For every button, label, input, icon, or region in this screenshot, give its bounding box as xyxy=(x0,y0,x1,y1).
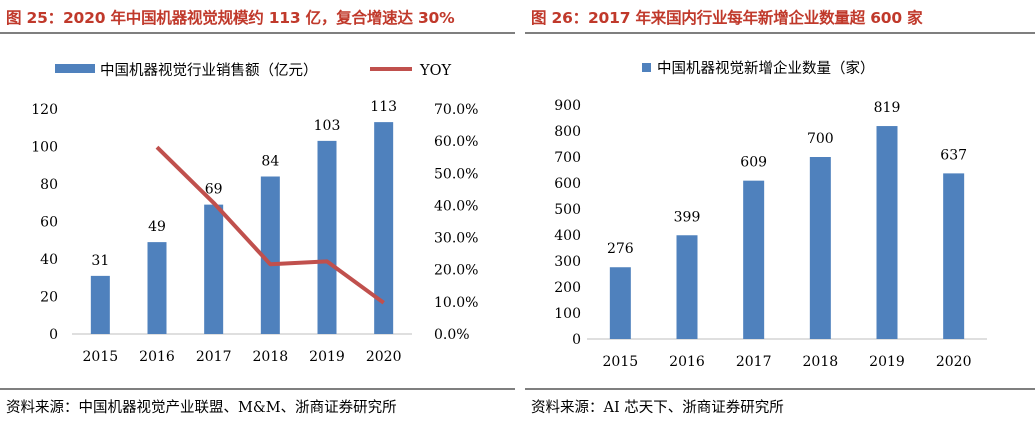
bar xyxy=(204,204,224,334)
y-tick-label: 100 xyxy=(31,140,58,156)
x-tick-label: 2018 xyxy=(253,349,289,365)
bar xyxy=(809,157,831,339)
x-tick-label: 2019 xyxy=(869,354,905,370)
left-bottom-rule xyxy=(0,388,515,390)
y2-tick-label: 20.0% xyxy=(434,263,478,279)
y-tick-label: 0 xyxy=(572,332,581,348)
y-tick-label: 20 xyxy=(40,290,58,306)
y2-tick-label: 40.0% xyxy=(434,198,478,214)
y-tick-label: 300 xyxy=(554,254,581,270)
bar xyxy=(743,180,765,339)
bar-value-label: 84 xyxy=(261,154,279,170)
y-tick-label: 400 xyxy=(554,228,581,244)
left-chart: 中国机器视觉行业销售额（亿元） YOY 0 20 40 60 80 100 120 0.0% 10.… xyxy=(31,62,478,365)
x-tick-label: 2020 xyxy=(936,354,972,370)
x-tick-label: 2020 xyxy=(366,349,402,365)
bar-value-label: 819 xyxy=(874,100,901,116)
bar-value-label: 113 xyxy=(370,99,397,115)
right-figure-panel: 图 26：2017 年来国内行业每年新增企业数量超 600 家 中国机器视觉新增… xyxy=(525,0,1035,425)
y-tick-label: 40 xyxy=(40,252,58,268)
right-source-note: 资料来源：AI 芯天下、浙商证券研究所 xyxy=(531,400,784,416)
bar-value-label: 637 xyxy=(940,147,967,163)
bar-value-label: 276 xyxy=(607,241,634,257)
y-tick-label: 500 xyxy=(554,202,581,218)
yoy-line xyxy=(155,145,385,305)
x-tick-label: 2016 xyxy=(139,349,175,365)
y2-tick-label: 70.0% xyxy=(434,102,478,118)
bar-value-label: 399 xyxy=(674,209,701,225)
y-tick-label: 800 xyxy=(554,124,581,140)
bar xyxy=(676,235,698,339)
bar xyxy=(876,126,898,339)
left-figure-panel: 图 25：2020 年中国机器视觉规模约 113 亿，复合增速达 30% 中国机… xyxy=(0,0,515,425)
bar xyxy=(609,267,631,339)
legend-bar-swatch xyxy=(55,64,95,73)
right-bottom-rule xyxy=(525,388,1035,390)
y-tick-label: 60 xyxy=(40,215,58,231)
y2-tick-label: 10.0% xyxy=(434,295,478,311)
x-tick-label: 2017 xyxy=(196,349,232,365)
bar xyxy=(317,140,337,334)
x-tick-label: 2015 xyxy=(603,354,639,370)
legend-bar-label: 中国机器视觉新增企业数量（家） xyxy=(657,59,875,77)
bar xyxy=(943,173,965,339)
y-tick-label: 200 xyxy=(554,280,581,296)
x-tick-label: 2019 xyxy=(309,349,345,365)
bar-value-label: 69 xyxy=(205,182,223,198)
bar xyxy=(90,275,110,334)
bar-value-label: 609 xyxy=(740,155,767,171)
y2-tick-label: 30.0% xyxy=(434,231,478,247)
legend-bar-label: 中国机器视觉行业销售额（亿元） xyxy=(100,62,318,79)
legend-line-label: YOY xyxy=(419,63,451,79)
bar-value-label: 700 xyxy=(807,131,834,147)
left-top-rule xyxy=(0,32,515,34)
bar-value-label: 49 xyxy=(148,219,166,235)
y-tick-label: 700 xyxy=(554,150,581,166)
y-tick-label: 100 xyxy=(554,306,581,322)
bar xyxy=(374,122,394,334)
left-source-note: 资料来源：中国机器视觉产业联盟、M&M、浙商证券研究所 xyxy=(6,400,397,416)
x-tick-label: 2018 xyxy=(803,354,839,370)
y-tick-label: 120 xyxy=(31,102,58,118)
bar-value-label: 31 xyxy=(91,253,109,269)
bar-value-label: 103 xyxy=(314,118,341,134)
bar xyxy=(147,242,167,334)
y2-tick-label: 60.0% xyxy=(434,134,478,150)
y2-tick-label: 0.0% xyxy=(434,327,470,343)
right-figure-title: 图 26：2017 年来国内行业每年新增企业数量超 600 家 xyxy=(531,9,923,27)
y2-tick-label: 50.0% xyxy=(434,166,478,182)
y-tick-label: 80 xyxy=(40,177,58,193)
right-top-rule xyxy=(525,32,1035,34)
legend-bar-swatch xyxy=(642,63,651,72)
y-tick-label: 900 xyxy=(554,98,581,114)
x-tick-label: 2017 xyxy=(736,354,772,370)
bar xyxy=(260,176,280,334)
right-chart: 中国机器视觉新增企业数量（家） 0 100 200 300 400 500 600 700 800… xyxy=(554,59,987,370)
left-figure-title: 图 25：2020 年中国机器视觉规模约 113 亿，复合增速达 30% xyxy=(6,9,455,27)
y-tick-label: 0 xyxy=(49,327,58,343)
x-tick-label: 2016 xyxy=(669,354,705,370)
y-tick-label: 600 xyxy=(554,176,581,192)
x-tick-label: 2015 xyxy=(83,349,119,365)
